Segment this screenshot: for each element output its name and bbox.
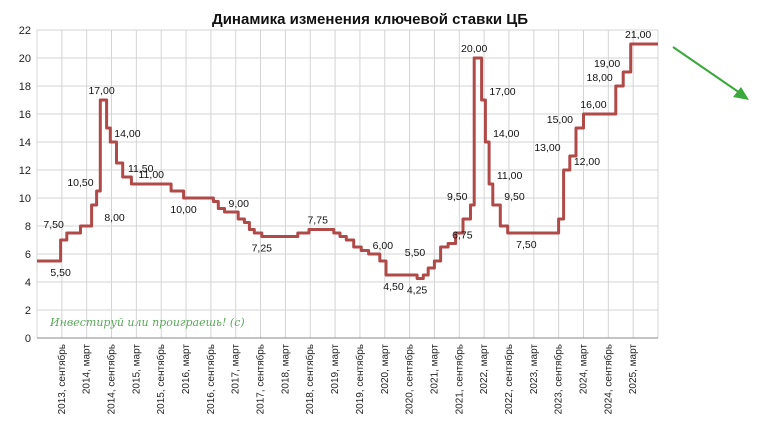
- x-tick-label: 2023, март: [529, 344, 540, 395]
- data-label: 9,00: [229, 198, 250, 210]
- data-label: 7,50: [43, 219, 64, 231]
- data-label: 5,50: [405, 247, 426, 259]
- y-tick-label: 22: [19, 25, 31, 37]
- x-tick-label: 2017, сентябрь: [255, 344, 267, 414]
- x-tick-label: 2019, сентябрь: [354, 344, 366, 414]
- x-axis-ticks: 2013, сентябрь 2014, март 2014, сентябрь 20…: [56, 344, 639, 415]
- data-label: 17,00: [88, 85, 114, 97]
- x-tick-label: 2017, март: [231, 344, 242, 395]
- data-label: 7,25: [252, 243, 273, 255]
- y-tick-label: 16: [19, 109, 31, 121]
- data-label: 7,75: [307, 215, 328, 227]
- data-labels: 5,507,5010,508,0017,0014,0011,5011,0010,…: [43, 29, 651, 297]
- data-label: 11,00: [139, 169, 165, 181]
- data-label: 9,50: [504, 191, 525, 203]
- x-tick-label: 2024, сентябрь: [602, 344, 614, 414]
- data-label: 7,50: [516, 239, 537, 251]
- x-tick-label: 2025, март: [628, 344, 639, 395]
- y-tick-label: 2: [25, 305, 31, 317]
- y-tick-label: 4: [25, 277, 31, 289]
- x-tick-label: 2018, сентябрь: [304, 344, 316, 414]
- data-label: 12,00: [574, 156, 600, 168]
- x-tick-label: 2024, март: [578, 344, 589, 395]
- data-label: 21,00: [625, 29, 651, 41]
- data-label: 17,00: [489, 86, 515, 98]
- data-label: 4,50: [383, 281, 404, 293]
- trend-arrow-icon: [672, 46, 749, 100]
- data-label: 20,00: [461, 43, 487, 55]
- x-tick-label: 2020, март: [380, 344, 391, 395]
- y-tick-label: 8: [25, 221, 31, 233]
- x-tick-label: 2013, сентябрь: [56, 344, 68, 414]
- x-tick-label: 2022, сентябрь: [503, 344, 515, 414]
- x-tick-label: 2021, март: [429, 344, 440, 395]
- y-tick-label: 6: [25, 249, 31, 261]
- x-tick-label: 2014, сентябрь: [106, 344, 118, 414]
- x-tick-label: 2015, сентябрь: [155, 344, 167, 414]
- y-tick-label: 12: [19, 165, 31, 177]
- data-label: 5,50: [50, 267, 71, 279]
- data-label: 6,75: [452, 230, 473, 242]
- data-label: 13,00: [534, 142, 560, 154]
- x-tick-label: 2020, сентябрь: [404, 344, 416, 414]
- chart-annotation: Инвестируй или проиграешь! (с): [49, 316, 245, 329]
- data-label: 11,50: [128, 163, 154, 175]
- y-axis-ticks: 0 2 4 6 8 10 12 14 16 18 20 22: [19, 25, 31, 345]
- data-label: 11,00: [497, 170, 523, 182]
- x-tick-label: 2016, март: [181, 344, 192, 395]
- data-label: 18,00: [586, 72, 612, 84]
- x-tick-label: 2021, сентябрь: [453, 344, 465, 414]
- gridlines: [36, 29, 659, 339]
- y-tick-label: 10: [19, 193, 31, 205]
- x-tick-label: 2018, март: [280, 344, 291, 395]
- y-tick-label: 0: [25, 333, 31, 345]
- key-rate-series-line: [37, 42, 658, 280]
- data-label: 10,50: [67, 177, 93, 189]
- data-label: 19,00: [594, 58, 620, 70]
- x-tick-label: 2022, март: [479, 344, 490, 395]
- data-label: 4,25: [407, 285, 428, 297]
- data-label: 15,00: [547, 114, 573, 126]
- y-tick-label: 18: [19, 81, 31, 93]
- x-tick-label: 2023, сентябрь: [553, 344, 565, 414]
- x-tick-label: 2019, март: [330, 344, 341, 395]
- y-tick-label: 20: [19, 53, 31, 65]
- data-label: 14,00: [493, 128, 519, 140]
- x-tick-label: 2014, март: [82, 344, 93, 395]
- x-tick-label: 2016, сентябрь: [205, 344, 217, 414]
- x-tick-label: 2015, март: [131, 344, 142, 395]
- data-label: 9,50: [447, 191, 468, 203]
- y-tick-label: 14: [19, 137, 31, 149]
- data-label: 16,00: [580, 99, 606, 111]
- data-label: 14,00: [114, 128, 140, 140]
- data-label: 6,00: [373, 240, 394, 252]
- data-label: 8,00: [104, 212, 125, 224]
- chart-title: Динамика изменения ключевой ставки ЦБ: [212, 11, 528, 28]
- data-label: 10,00: [170, 204, 196, 216]
